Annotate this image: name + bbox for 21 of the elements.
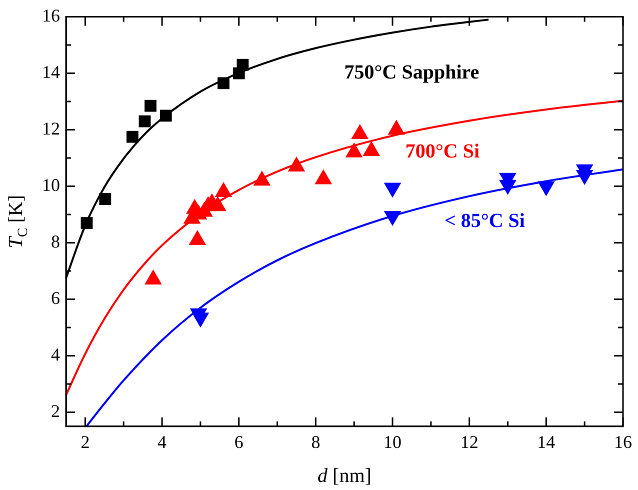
x-tick-label: 8 — [311, 432, 320, 452]
y-tick-label: 14 — [42, 62, 60, 82]
y-tick-label: 16 — [42, 6, 60, 26]
y-tick-label: 10 — [42, 175, 60, 196]
y-tick-label: 2 — [51, 401, 60, 422]
x-tick-label: 12 — [460, 432, 478, 452]
x-tick-label: 10 — [384, 432, 402, 452]
x-tick-label: 4 — [158, 432, 167, 452]
x-tick-label: 2 — [80, 432, 90, 452]
series-label: < 85°C Si — [444, 210, 526, 232]
y-tick-label: 12 — [42, 118, 60, 139]
y-tick-label: 6 — [51, 288, 60, 308]
text: 750°C Sapphire — [344, 61, 480, 84]
x-axis-title: d [nm] — [318, 465, 372, 487]
x-tick-label: 6 — [234, 432, 244, 452]
y-tick-label: 4 — [51, 344, 60, 365]
y-axis-title: TC [K] — [5, 194, 31, 248]
series-label: 700°C Si — [405, 140, 480, 163]
y-tick-label: 8 — [51, 232, 60, 252]
x-tick-label: 16 — [614, 432, 632, 452]
x-tick-label: 14 — [537, 432, 556, 452]
